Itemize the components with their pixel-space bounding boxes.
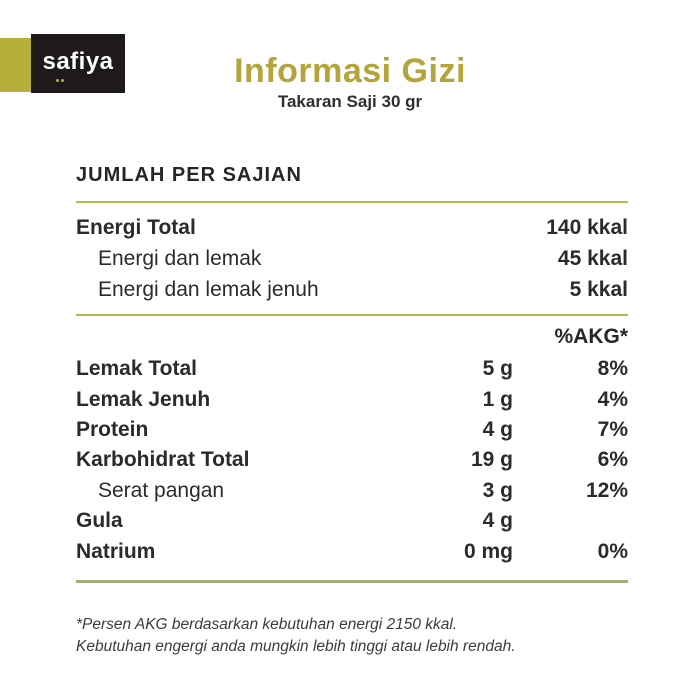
row-amount: 4 g [482,509,513,533]
footnote-line-2: Kebutuhan engergi anda mungkin lebih tin… [76,638,516,655]
row-akg-percent: 12% [585,478,628,502]
row-amount: 4 g [482,417,513,441]
row-label: Natrium [76,539,156,563]
row-value: 140 kkal [546,215,628,239]
table-row: Energi Total 140 kkal [76,212,628,243]
row-label: Gula [76,509,123,533]
logo-olive-square [0,38,31,92]
row-amount: 3 g [482,478,513,502]
table-row: Energi dan lemak jenuh 5 kkal [76,274,628,305]
page-title: Informasi Gizi [234,52,466,90]
table-row: Karbohidrat Total 19 g 6% [76,445,628,475]
row-label: Energi Total [76,215,196,239]
row-akg-percent: 7% [597,417,628,441]
divider-line-top [76,201,628,203]
row-akg-percent: 4% [597,387,628,411]
row-label: Lemak Total [76,357,197,381]
row-akg-percent: 8% [597,357,628,381]
table-row: Energi dan lemak 45 kkal [76,243,628,274]
row-value: 45 kkal [557,246,628,270]
brand-logo: safiya [31,34,125,93]
brand-logo-text: safiya [42,47,114,75]
table-row: Serat pangan 3 g 12% [76,476,628,506]
row-value: 5 kkal [569,277,628,301]
footnote-line-1: *Persen AKG berdasarkan kebutuhan energi… [76,616,458,633]
logo-dots-icon [56,79,64,82]
section-title: JUMLAH PER SAJIAN [76,164,302,186]
row-akg-percent: 0% [597,539,628,563]
row-label: Energi dan lemak jenuh [98,277,319,301]
row-akg-percent: 6% [597,448,628,472]
table-row: Protein 4 g 7% [76,415,628,445]
row-amount: 0 mg [463,539,513,563]
divider-line-middle [76,314,628,316]
table-row: Gula 4 g [76,506,628,536]
row-amount: 1 g [482,387,513,411]
row-amount: 5 g [482,357,513,381]
serving-size-subtitle: Takaran Saji 30 gr [277,92,423,111]
akg-footnote: *Persen AKG berdasarkan kebutuhan energi… [76,614,636,658]
row-label: Karbohidrat Total [76,448,250,472]
nutrient-section: Lemak Total 5 g 8% Lemak Jenuh 1 g 4% Pr… [76,354,628,567]
table-row: Natrium 0 mg 0% [76,536,628,566]
row-label: Energi dan lemak [98,246,262,270]
divider-line-bottom [76,580,628,583]
row-amount: 19 g [470,448,513,472]
energy-section: Energi Total 140 kkal Energi dan lemak 4… [76,212,628,305]
akg-column-header: %AKG* [554,325,628,348]
row-label: Protein [76,417,149,441]
row-label: Lemak Jenuh [76,387,211,411]
table-row: Lemak Total 5 g 8% [76,354,628,384]
table-row: Lemak Jenuh 1 g 4% [76,384,628,414]
row-label: Serat pangan [98,478,225,502]
